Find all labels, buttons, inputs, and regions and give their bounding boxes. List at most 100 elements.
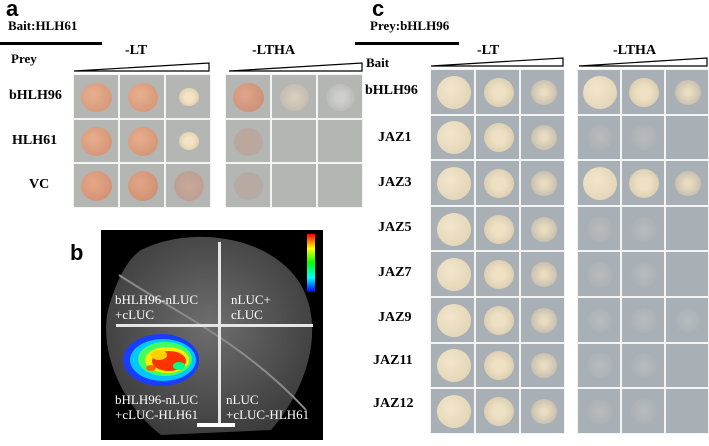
yeast-colony (128, 127, 158, 156)
panel-a-prey-header: Prey (11, 51, 37, 66)
yeast-colony (234, 128, 263, 156)
plate-cell (119, 119, 165, 163)
plate-cell (665, 160, 709, 206)
plate-cell (317, 119, 363, 163)
plate-cell (577, 251, 621, 297)
yeast-colony (631, 398, 657, 424)
yeast-colony (631, 307, 657, 333)
panel-c-row-label-jaz3: JAZ3 (378, 175, 412, 190)
plate-cell (577, 342, 621, 389)
plate-cell (119, 163, 165, 208)
plate-cell (665, 297, 709, 343)
yeast-colony (530, 79, 557, 105)
scale-bar (197, 423, 235, 427)
panel-c-plate-lt (430, 69, 565, 434)
plate-cell (577, 114, 621, 161)
plate-cell (430, 160, 475, 206)
plate-cell (430, 205, 475, 252)
panel-a-medium-lt: -LT (125, 43, 148, 58)
yeast-colony (436, 394, 471, 428)
plate-cell (577, 69, 621, 115)
panel-c-row-label-bhlh96: bHLH96 (365, 83, 418, 98)
plate-cell (520, 342, 565, 389)
plate-cell (225, 163, 271, 208)
quadrant-label-top-left: bHLH96-nLUC +cLUC (115, 292, 198, 322)
plate-cell (73, 74, 119, 119)
plate-cell (621, 342, 665, 389)
intensity-colorbar (307, 234, 315, 292)
panel-c-dilution-wedge-lt (430, 57, 564, 67)
plate-cell (430, 251, 475, 297)
plate-cell (520, 114, 565, 161)
plate-cell (73, 163, 119, 208)
plate-cell (317, 163, 363, 208)
panel-a-plate-ltha (225, 74, 363, 208)
plate-cell (621, 251, 665, 297)
panel-c-letter: c (372, 0, 385, 21)
plate-cell (665, 251, 709, 297)
yeast-colony (530, 170, 557, 196)
plate-cell (317, 74, 363, 119)
yeast-colony (530, 307, 557, 333)
quadrant-label-text: bHLH96-nLUC +cLUC (115, 292, 199, 322)
yeast-colony (530, 398, 557, 424)
panel-c-row-label-jaz5: JAZ5 (378, 220, 412, 235)
panel-a-dilution-wedge-ltha (228, 62, 363, 72)
plate-cell (475, 205, 520, 252)
yeast-colony (587, 307, 613, 333)
yeast-colony (179, 132, 199, 150)
plate-cell (475, 388, 520, 434)
yeast-colony (587, 262, 613, 288)
yeast-colony (280, 84, 309, 111)
yeast-colony (675, 170, 701, 196)
panel-c-row-label-jaz7: JAZ7 (378, 265, 412, 280)
yeast-colony (483, 214, 514, 244)
plate-cell (225, 74, 271, 119)
panel-c-row-label-jaz1: JAZ1 (378, 130, 412, 145)
panel-a-bait-underline (0, 42, 102, 45)
yeast-colony (530, 125, 557, 151)
leaf-midrib (118, 274, 307, 411)
yeast-colony (587, 216, 613, 242)
plate-cell (520, 69, 565, 115)
plate-cell (665, 342, 709, 389)
yeast-colony (483, 123, 514, 153)
luciferase-leaf-image: bHLH96-nLUC +cLUC nLUC+ cLUC bHLH96-nLUC… (101, 230, 323, 440)
yeast-colony (675, 307, 701, 333)
yeast-colony (629, 77, 659, 107)
plate-cell (520, 205, 565, 252)
panel-c-row-label-jaz9: JAZ9 (378, 310, 412, 325)
yeast-colony (81, 83, 112, 112)
panel-c-medium-ltha: -LTHA (613, 43, 657, 58)
yeast-colony (631, 353, 657, 379)
plate-cell (621, 160, 665, 206)
yeast-colony (587, 125, 613, 151)
panel-c-dilution-wedge-ltha (578, 57, 708, 67)
plate-cell (430, 388, 475, 434)
yeast-colony (436, 75, 471, 109)
plate-cell (165, 163, 211, 208)
yeast-colony (530, 216, 557, 242)
plate-cell (621, 69, 665, 115)
plate-cell (665, 388, 709, 434)
cross-divider-vertical (218, 242, 221, 427)
yeast-colony (128, 83, 158, 112)
plate-cell (577, 297, 621, 343)
panel-c-prey-label: Prey:bHLH96 (370, 18, 450, 33)
plate-cell (271, 163, 317, 208)
panel-c-row-label-jaz11: JAZ11 (373, 353, 413, 368)
yeast-colony (81, 127, 112, 156)
yeast-colony (233, 83, 264, 112)
yeast-colony (583, 166, 617, 200)
plate-cell (165, 119, 211, 163)
yeast-colony (587, 353, 613, 379)
luciferase-signal-blob (123, 334, 199, 386)
plate-cell (621, 114, 665, 161)
yeast-colony (583, 75, 617, 109)
yeast-colony (631, 125, 657, 151)
yeast-colony (436, 212, 471, 246)
panel-a-dilution-wedge-lt (73, 62, 210, 72)
yeast-colony (483, 77, 514, 107)
plate-cell (520, 297, 565, 343)
plate-cell (73, 119, 119, 163)
